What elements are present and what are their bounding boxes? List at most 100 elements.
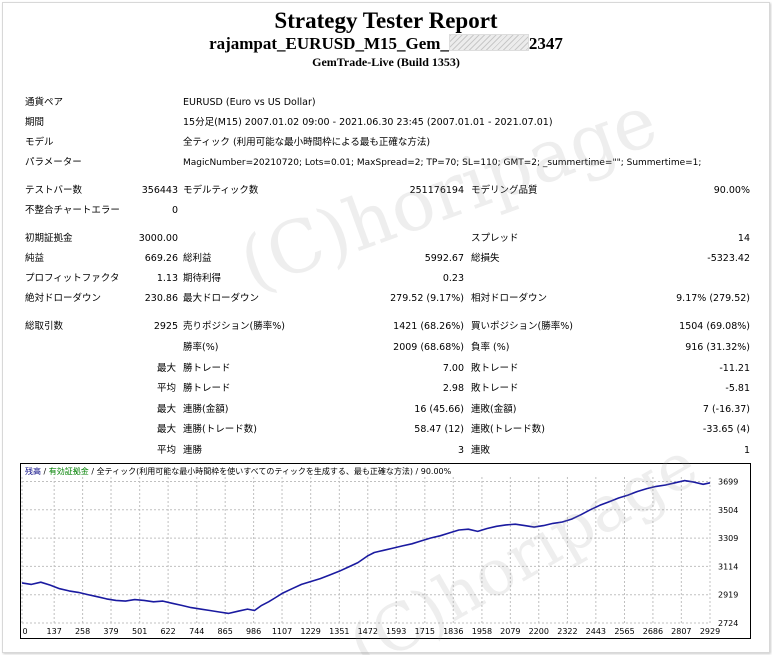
stat-value-maxcp-loss: -33.65 (4) xyxy=(702,424,750,435)
stat-qual-largest: 最大 xyxy=(156,363,176,374)
stat-value-winrate: 2009 (68.68%) xyxy=(393,342,464,353)
stat-qual-max-consec-profit: 最大 xyxy=(156,424,176,435)
chart-grid xyxy=(21,477,711,624)
stat-label-deposit: 初期証拠金 xyxy=(25,233,73,244)
stat-label-absdd: 絶対ドローダウン xyxy=(25,293,102,304)
report-name-prefix: rajampat_EURUSD_M15_Gem_ xyxy=(209,34,449,53)
stat-label-maxcp-win: 連勝(トレード数) xyxy=(183,424,257,435)
stat-value-avgc-win: 3 xyxy=(457,445,464,456)
stat-value-spread: 14 xyxy=(737,233,750,244)
stat-value-expected: 0.23 xyxy=(442,273,464,284)
stat-qual-avg-consec: 平均 xyxy=(156,445,176,456)
x-tick-label: 0 xyxy=(22,627,27,636)
x-tick-label: 2807 xyxy=(671,627,691,636)
stat-value-largest-win: 7.00 xyxy=(442,363,464,374)
stat-value-maxc-loss: 7 (-16.37) xyxy=(702,404,750,415)
stat-label-bars: テストバー数 xyxy=(25,185,83,196)
stat-value-reldd: 9.17% (279.52) xyxy=(676,293,750,304)
stat-value-quality: 90.00% xyxy=(713,185,750,196)
y-tick-label: 3699 xyxy=(718,477,738,486)
y-tick-label: 3309 xyxy=(718,534,738,543)
stat-value-deposit: 3000.00 xyxy=(138,233,178,244)
x-tick-label: 1351 xyxy=(329,627,349,636)
x-tick-labels: 0 137 258 379 501 622 744 865 986 1107 1229 1351 147… xyxy=(22,627,720,636)
stat-label-netprofit: 純益 xyxy=(25,253,45,264)
stat-label-grossloss: 総損失 xyxy=(471,253,500,264)
stat-value-short: 1421 (68.26%) xyxy=(393,321,464,332)
stat-label-avg-loss: 敗トレード xyxy=(471,383,519,394)
x-tick-label: 622 xyxy=(160,627,175,636)
stat-value-pf: 1.13 xyxy=(156,273,178,284)
x-tick-label: 1715 xyxy=(415,627,435,636)
stat-label-maxc-loss: 連敗(金額) xyxy=(471,404,517,415)
stat-value-absdd: 230.86 xyxy=(144,293,178,304)
stat-label-trades: 総取引数 xyxy=(25,321,64,332)
x-tick-label: 2200 xyxy=(529,627,549,636)
y-tick-label: 3504 xyxy=(718,506,738,515)
setting-value-period: 15分足(M15) 2007.01.02 09:00 - 2021.06.30 … xyxy=(183,117,553,128)
stat-label-ticks: モデルティック数 xyxy=(183,185,259,196)
stat-label-avgc-loss: 連敗 xyxy=(471,445,491,456)
x-tick-label: 2929 xyxy=(700,627,720,636)
stat-value-avg-win: 2.98 xyxy=(442,383,464,394)
stat-value-avg-loss: -5.81 xyxy=(725,383,750,394)
x-tick-label: 258 xyxy=(75,627,90,636)
report-title: Strategy Tester Report xyxy=(274,8,498,33)
stat-label-lossrate: 負率 (%) xyxy=(471,342,510,353)
setting-label-period: 期間 xyxy=(25,117,45,128)
stat-label-grossprofit: 総利益 xyxy=(183,253,212,264)
redacted-block xyxy=(448,34,529,51)
stat-value-long: 1504 (69.08%) xyxy=(679,321,750,332)
stat-value-lossrate: 916 (31.32%) xyxy=(685,342,750,353)
y-tick-label: 2919 xyxy=(718,591,738,600)
report-build: GemTrade-Live (Build 1353) xyxy=(312,55,460,69)
stat-label-pf: プロフィットファクタ xyxy=(25,273,120,284)
setting-label-symbol: 通貨ペア xyxy=(25,97,64,108)
stat-label-maxc-win: 連勝(金額) xyxy=(183,404,229,415)
stat-label-short: 売りポジション(勝率%) xyxy=(183,321,285,332)
stat-value-avgc-loss: 1 xyxy=(743,445,750,456)
setting-label-model: モデル xyxy=(25,137,54,148)
x-tick-label: 2322 xyxy=(557,627,577,636)
chart-legend: 残高 / 有効証拠金 / 全ティック(利用可能な最小時間枠を使いすべてのティック… xyxy=(25,466,451,477)
stat-value-bars: 356443 xyxy=(141,185,178,196)
x-tick-label: 2686 xyxy=(643,627,663,636)
x-tick-label: 1593 xyxy=(386,627,406,636)
stat-value-netprofit: 669.26 xyxy=(144,253,178,264)
x-tick-label: 1229 xyxy=(301,627,321,636)
setting-value-symbol: EURUSD (Euro vs US Dollar) xyxy=(183,97,316,108)
stat-value-maxdd: 279.52 (9.17%) xyxy=(390,293,464,304)
stat-value-ticks: 251176194 xyxy=(409,185,464,196)
legend-rest: / 全ティック(利用可能な最小時間枠を使いすべてのティックを生成する、最も正確な… xyxy=(88,467,452,476)
x-tick-label: 379 xyxy=(103,627,118,636)
balance-line xyxy=(21,479,711,615)
stat-label-winrate: 勝率(%) xyxy=(183,342,219,353)
stat-label-maxcp-loss: 連敗(トレード数) xyxy=(471,424,545,435)
stat-value-mismatch: 0 xyxy=(171,205,178,216)
stat-label-largest-loss: 敗トレード xyxy=(471,363,519,374)
stat-value-largest-loss: -11.21 xyxy=(719,363,750,374)
setting-value-model: 全ティック (利用可能な最小時間枠による最も正確な方法) xyxy=(183,137,431,148)
stat-qual-max-consec: 最大 xyxy=(156,404,176,415)
x-tick-label: 1836 xyxy=(443,627,463,636)
x-tick-label: 137 xyxy=(47,627,62,636)
chart-border xyxy=(20,463,751,639)
y-tick-label: 3114 xyxy=(718,562,738,571)
stat-label-avg-win: 勝トレード xyxy=(183,383,231,394)
stat-label-expected: 期待利得 xyxy=(183,273,222,284)
stat-label-avgc-win: 連勝 xyxy=(183,445,203,456)
x-tick-label: 986 xyxy=(246,627,261,636)
stat-value-trades: 2925 xyxy=(153,321,178,332)
setting-label-parameters: パラメーター xyxy=(25,157,82,168)
y-tick-labels: 2724 2919 3114 3309 3504 3699 xyxy=(718,477,738,628)
stat-qual-average: 平均 xyxy=(156,383,176,394)
stat-label-largest-win: 勝トレード xyxy=(183,363,231,374)
x-tick-label: 2443 xyxy=(586,627,606,636)
stat-label-long: 買いポジション(勝率%) xyxy=(471,321,573,332)
stat-value-grossloss: -5323.42 xyxy=(707,253,750,264)
stat-label-mismatch: 不整合チャートエラー xyxy=(25,205,120,216)
setting-value-parameters: MagicNumber=20210720; Lots=0.01; MaxSpre… xyxy=(183,158,702,168)
stat-label-quality: モデリング品質 xyxy=(471,185,538,196)
legend-balance: 残高 xyxy=(25,467,41,476)
stat-label-maxdd: 最大ドローダウン xyxy=(183,293,260,304)
